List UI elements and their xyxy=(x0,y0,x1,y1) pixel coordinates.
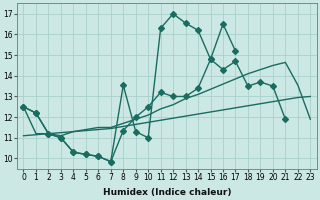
X-axis label: Humidex (Indice chaleur): Humidex (Indice chaleur) xyxy=(103,188,231,197)
